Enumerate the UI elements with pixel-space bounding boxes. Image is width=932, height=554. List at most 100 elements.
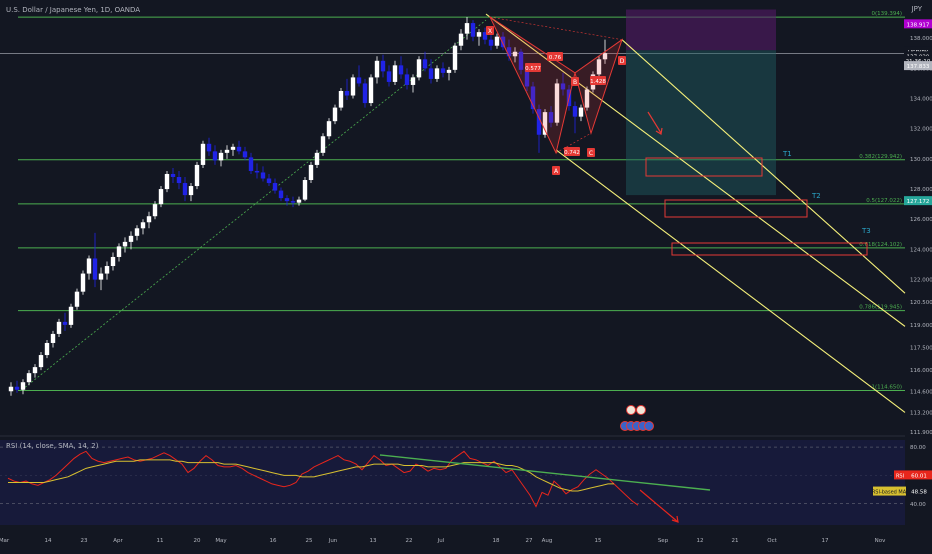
candle-body [284, 198, 290, 202]
pattern-ratio-tag [590, 76, 606, 85]
rsi-tag-label: RSI [896, 473, 904, 479]
symbol-title: U.S. Dollar / Japanese Yen, 1D, OANDA [6, 6, 141, 14]
candle-body [308, 164, 314, 181]
x-tick-label: Jun [328, 538, 338, 544]
candle-body [20, 382, 26, 390]
candle-body [452, 45, 458, 70]
candle-body [86, 258, 92, 274]
x-tick-label: 14 [45, 538, 52, 544]
candle-body [80, 273, 86, 292]
candle-body [500, 36, 506, 48]
candle-body [560, 83, 566, 90]
price-label-text: 127.172 [907, 199, 930, 205]
candle-body [314, 152, 320, 165]
rsi-tag-bg [894, 470, 906, 480]
candle-body [248, 157, 254, 171]
rsi-level-label: 40.00 [910, 502, 926, 508]
x-tick-label: Oct [767, 538, 777, 544]
pattern-point-label: X [488, 28, 492, 35]
candle-body [416, 59, 422, 78]
candle-body [14, 386, 20, 390]
x-tick-label: 13 [370, 538, 377, 544]
x-tick-label: Jul [437, 538, 445, 544]
stop-zone [626, 9, 776, 51]
candle-body [146, 216, 152, 223]
candle-body [188, 186, 194, 196]
candle-body [398, 65, 404, 75]
x-tick-label: 18 [493, 538, 500, 544]
candle-body [158, 189, 164, 205]
candle-body [302, 180, 308, 200]
candle-body [236, 146, 242, 152]
event-icon [626, 405, 636, 415]
y-tick-label: 132.000 [910, 127, 932, 133]
candle-body [74, 291, 80, 307]
y-tick-label: 111.900 [910, 430, 932, 436]
candle-body [44, 342, 50, 356]
candle-body [206, 143, 212, 152]
target-box [645, 157, 763, 177]
candle-body [8, 386, 14, 392]
price-label-text: 137.833 [907, 64, 930, 70]
y-tick-label: 120.500 [910, 300, 932, 306]
channel-line [621, 39, 906, 294]
rsi-ma-tag-label: RSI-based MA [872, 490, 907, 496]
trend-dotted-line [21, 19, 487, 391]
candle-body [524, 69, 530, 87]
x-tick-label: 21 [732, 538, 739, 544]
rsi-title: RSI (14, close, SMA, 14, 2) [6, 442, 99, 450]
candle-body [134, 228, 140, 236]
rsi-arrow-head [671, 515, 679, 523]
price-label-bg [904, 51, 932, 61]
candle-body [440, 68, 446, 73]
candle-body [392, 65, 398, 82]
x-tick-label: Sep [658, 538, 669, 544]
pattern-triangle-xab [488, 15, 576, 155]
profit-zone [626, 50, 776, 196]
x-tick-label: Mar [0, 538, 10, 544]
pattern-ac-line [555, 132, 592, 154]
y-tick-label: 116.000 [910, 368, 932, 374]
channel-line [555, 149, 906, 413]
candle-body [110, 256, 116, 267]
rsi-ma-value-label: 48.58 [911, 490, 927, 496]
candle-body [320, 136, 326, 153]
candle-body [26, 373, 32, 383]
currency-label: JPY [911, 5, 922, 13]
target-label: T1 [782, 150, 792, 158]
pattern-point-tag [587, 148, 595, 157]
pattern-ratio-tag [525, 63, 541, 72]
candle-body [542, 112, 548, 135]
pattern-ratio-label: 0.577 [525, 66, 541, 72]
candle-body [290, 201, 296, 203]
pattern-point-tag [552, 166, 560, 175]
down-arrow-line [647, 111, 662, 134]
candle-body [482, 32, 488, 40]
candle-body [350, 77, 356, 96]
y-tick-label: 124.000 [910, 247, 932, 253]
x-tick-label: 22 [406, 538, 413, 544]
candle-body [596, 59, 602, 75]
candle-body [50, 333, 56, 343]
candle-body [266, 178, 272, 184]
candle-body [512, 51, 518, 57]
candle-body [56, 321, 62, 334]
candle-body [92, 258, 98, 280]
candle-body [332, 107, 338, 122]
x-tick-label: Apr [113, 538, 123, 544]
pattern-point-label: D [620, 58, 625, 65]
candle-body [230, 146, 236, 150]
target-box [671, 242, 868, 256]
candle-body [200, 143, 206, 165]
candle-body [530, 86, 536, 110]
rsi-background [0, 440, 905, 525]
candle-body [554, 83, 560, 123]
candle-body [548, 112, 554, 123]
fib-level-label: 0.382(129.942) [859, 154, 902, 160]
rsi-ma-value-bg [906, 486, 932, 496]
fib-level-label: 0(139.394) [871, 11, 902, 17]
fib-level-label: 0.5(127.022) [866, 198, 902, 204]
price-label-bg [904, 19, 932, 29]
